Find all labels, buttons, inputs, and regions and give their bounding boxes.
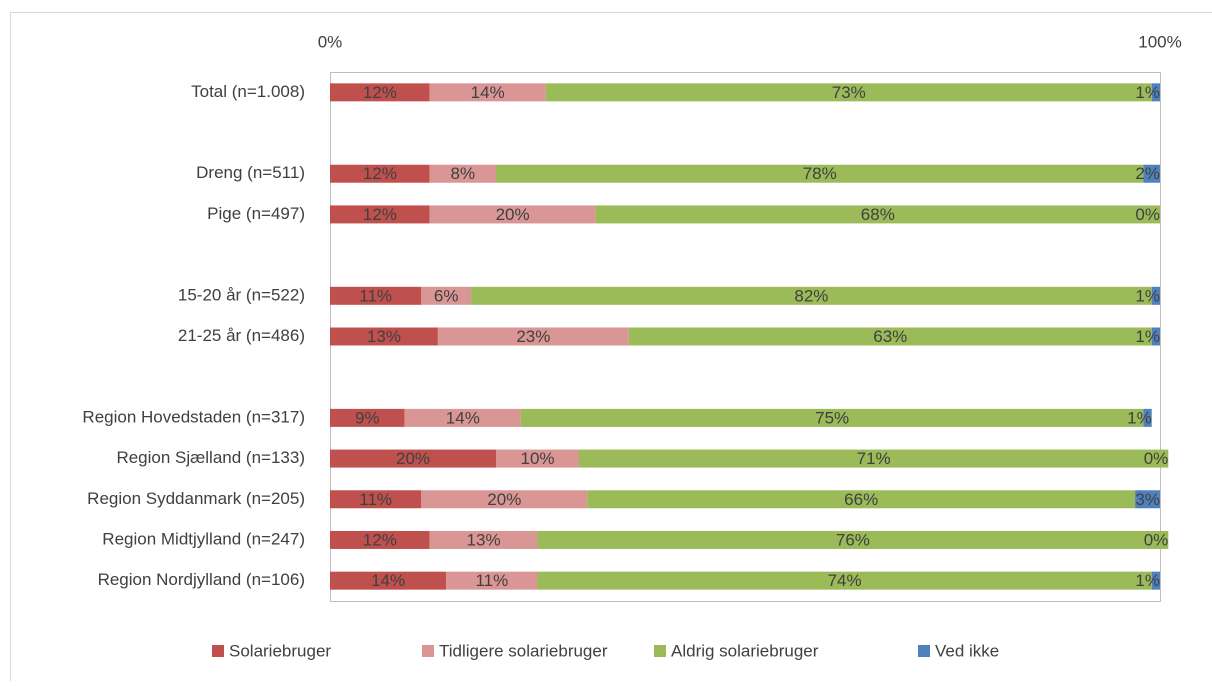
- data-label: 11%: [475, 571, 508, 590]
- legend-swatch: [422, 645, 434, 657]
- data-label: 20%: [487, 490, 521, 509]
- data-label: 6%: [434, 286, 459, 305]
- y-tick-label: 15-20 år (n=522): [178, 285, 305, 304]
- data-label: 11%: [359, 490, 392, 509]
- data-label: 74%: [828, 571, 862, 590]
- data-label: 82%: [794, 286, 828, 305]
- data-label: 20%: [396, 449, 430, 468]
- legend-swatch: [918, 645, 930, 657]
- y-tick-label: Dreng (n=511): [196, 163, 305, 182]
- data-label: 12%: [363, 83, 397, 102]
- data-label: 1%: [1135, 83, 1160, 102]
- data-label: 66%: [844, 490, 878, 509]
- data-label: 76%: [836, 530, 870, 549]
- data-label: 13%: [367, 327, 401, 346]
- data-label: 1%: [1135, 286, 1160, 305]
- data-label: 63%: [873, 327, 907, 346]
- y-tick-label: Region Syddanmark (n=205): [87, 489, 305, 508]
- x-tick-label: 100%: [1138, 32, 1181, 51]
- data-label: 20%: [496, 205, 530, 224]
- y-tick-label: Region Nordjylland (n=106): [98, 570, 305, 589]
- data-label: 12%: [363, 205, 397, 224]
- data-label: 8%: [451, 164, 476, 183]
- y-tick-label: Region Midtjylland (n=247): [102, 529, 305, 548]
- y-tick-label: Region Hovedstaden (n=317): [82, 407, 305, 426]
- data-label: 73%: [832, 83, 866, 102]
- data-label: 12%: [363, 530, 397, 549]
- y-tick-label: Total (n=1.008): [191, 82, 305, 101]
- data-label: 1%: [1135, 571, 1160, 590]
- data-label: 71%: [857, 449, 891, 468]
- data-label: 12%: [363, 164, 397, 183]
- data-label: 9%: [355, 408, 380, 427]
- data-label: 3%: [1135, 490, 1160, 509]
- data-label: 78%: [803, 164, 837, 183]
- data-label: 1%: [1127, 408, 1152, 427]
- legend-label: Solariebruger: [229, 641, 331, 660]
- legend-swatch: [654, 645, 666, 657]
- data-label: 0%: [1135, 205, 1160, 224]
- legend-label: Aldrig solariebruger: [671, 641, 819, 660]
- y-tick-label: Region Sjælland (n=133): [116, 448, 305, 467]
- legend-label: Tidligere solariebruger: [439, 641, 608, 660]
- data-label: 11%: [359, 286, 392, 305]
- data-label: 75%: [815, 408, 849, 427]
- data-label: 14%: [371, 571, 405, 590]
- data-label: 23%: [516, 327, 550, 346]
- legend-swatch: [212, 645, 224, 657]
- x-tick-label: 0%: [318, 32, 343, 51]
- data-label: 0%: [1144, 449, 1169, 468]
- data-label: 1%: [1135, 327, 1160, 346]
- data-label: 14%: [471, 83, 505, 102]
- data-label: 10%: [520, 449, 554, 468]
- data-label: 0%: [1144, 530, 1169, 549]
- data-label: 2%: [1135, 164, 1160, 183]
- y-tick-label: Pige (n=497): [207, 204, 305, 223]
- data-label: 13%: [467, 530, 501, 549]
- data-label: 14%: [446, 408, 480, 427]
- legend-label: Ved ikke: [935, 641, 999, 660]
- data-label: 68%: [861, 205, 895, 224]
- y-tick-label: 21-25 år (n=486): [178, 326, 305, 345]
